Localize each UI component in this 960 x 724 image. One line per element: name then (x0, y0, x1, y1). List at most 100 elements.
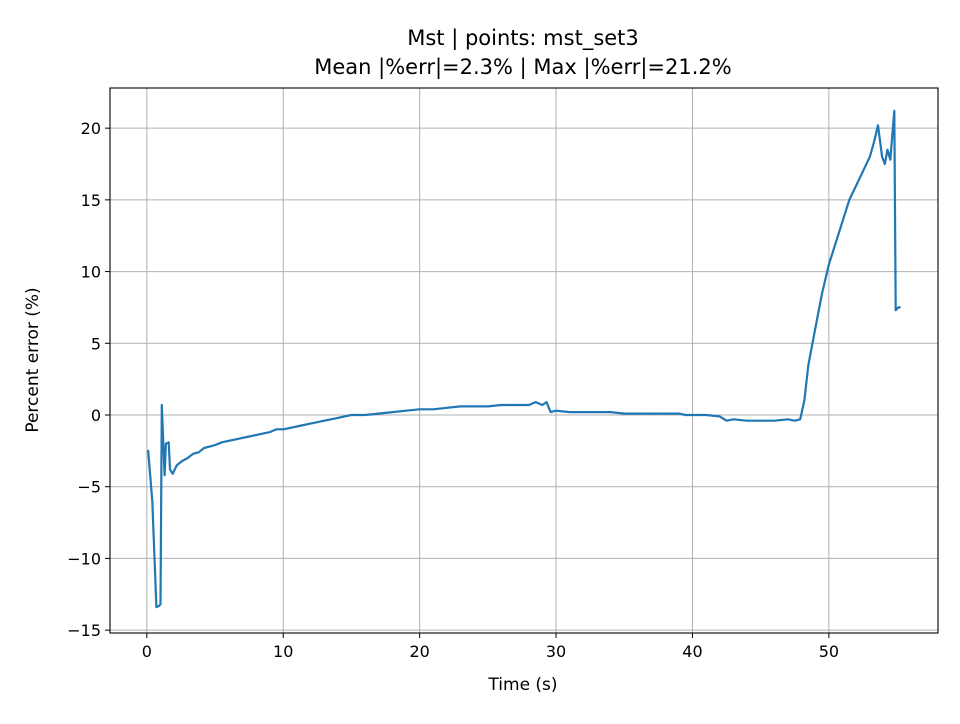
data-point (159, 603, 162, 605)
data-point (432, 408, 434, 410)
data-point (869, 156, 871, 158)
data-point (773, 420, 775, 422)
data-point (234, 438, 237, 440)
data-point (794, 420, 796, 422)
data-point (664, 413, 666, 415)
x-tick-labels: 0 10 20 30 40 50 (142, 642, 839, 661)
data-point (545, 401, 548, 403)
data-point (623, 413, 625, 415)
data-point (192, 453, 194, 455)
data-point (514, 404, 516, 406)
data-point (746, 420, 748, 422)
data-point (296, 425, 298, 428)
data-point (248, 435, 250, 438)
data-point (487, 405, 489, 407)
data-point (719, 415, 721, 417)
data-point (855, 184, 857, 187)
data-point (221, 441, 223, 443)
data-point (828, 263, 830, 265)
y-tick-label: −10 (67, 549, 101, 568)
data-point (391, 411, 393, 413)
data-point (241, 437, 243, 439)
y-tick-label: 5 (91, 334, 101, 353)
data-point (350, 414, 352, 416)
data-point (255, 434, 257, 436)
chart-subtitle: Mean |%err|=2.3% | Max |%err|=21.2% (314, 55, 732, 80)
data-point (344, 415, 346, 417)
grid-lines (110, 88, 938, 633)
data-point (500, 404, 503, 406)
data-point (323, 420, 325, 422)
y-tick-label: 20 (81, 119, 101, 138)
data-point (555, 410, 557, 412)
data-point (799, 418, 801, 420)
data-point (807, 364, 810, 366)
data-point (309, 423, 312, 425)
data-point (691, 414, 694, 416)
data-point (209, 446, 211, 448)
data-point (165, 443, 167, 445)
data-point (405, 410, 407, 412)
data-point (881, 156, 883, 158)
data-point (889, 159, 891, 161)
y-tick-label: 15 (81, 191, 101, 210)
data-point (419, 408, 421, 410)
y-tick-labels: −15 −10 −5 0 5 10 15 20 (67, 119, 101, 640)
data-point (473, 405, 475, 407)
data-point (155, 606, 157, 608)
data-point (803, 400, 805, 402)
data-point (269, 431, 271, 433)
data-point (262, 433, 264, 435)
y-tick-label: 10 (81, 263, 101, 282)
data-point (582, 411, 584, 413)
data-point (214, 444, 216, 446)
data-point (528, 404, 530, 406)
data-point (446, 407, 448, 409)
data-point (378, 413, 380, 415)
data-point (541, 404, 544, 406)
data-point (282, 428, 284, 430)
data-point (760, 420, 762, 422)
data-point (172, 473, 174, 475)
data-point (303, 424, 305, 426)
data-point (460, 405, 462, 407)
data-point (198, 451, 200, 453)
data-point (899, 306, 901, 308)
data-point (147, 450, 149, 452)
data-point (610, 411, 612, 413)
data-point (726, 420, 728, 422)
data-layer (147, 109, 901, 609)
data-point (814, 328, 816, 330)
data-point (158, 605, 160, 607)
data-point (637, 413, 639, 415)
data-point (169, 468, 171, 471)
data-point (316, 421, 318, 423)
data-point (275, 428, 277, 430)
x-tick-label: 0 (142, 642, 152, 661)
data-point (161, 404, 163, 406)
data-point (862, 170, 864, 172)
data-point (886, 149, 889, 151)
data-point (151, 500, 153, 502)
x-tick-label: 10 (273, 642, 293, 661)
x-tick-label: 50 (819, 642, 839, 661)
data-point (337, 417, 339, 419)
data-point (550, 411, 552, 413)
data-point (678, 413, 680, 415)
x-tick-label: 20 (409, 642, 429, 661)
data-point (181, 460, 183, 462)
data-point (203, 447, 205, 449)
data-point (787, 418, 789, 420)
tick-marks (105, 127, 830, 638)
data-point (364, 414, 366, 416)
data-point (841, 220, 844, 222)
data-point (895, 309, 897, 311)
data-point (884, 163, 886, 165)
data-point (168, 441, 170, 443)
chart-title: Mst | points: mst_set3 (407, 26, 639, 51)
data-point (535, 401, 537, 403)
x-tick-label: 40 (682, 642, 702, 661)
data-point (877, 124, 879, 126)
